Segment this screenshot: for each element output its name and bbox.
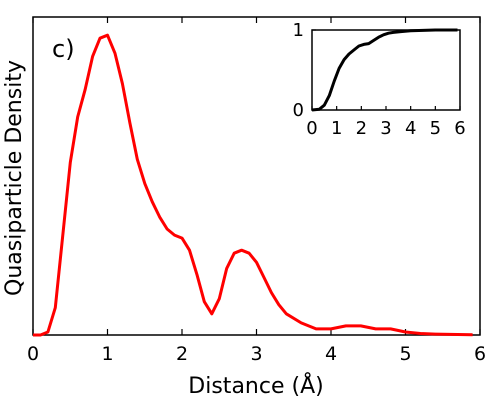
inset-y-tick-label: 1 <box>293 20 304 41</box>
main-x-tick-label: 5 <box>399 343 411 365</box>
quasiparticle-density-line <box>33 33 473 337</box>
y-axis-label: Quasiparticle Density <box>2 60 27 296</box>
main-x-tick-label: 3 <box>250 343 262 365</box>
inset-x-tick-label: 3 <box>380 118 391 139</box>
inset-cumulative-line <box>311 28 458 112</box>
x-axis-label: Distance (Å) <box>188 372 323 399</box>
inset-tick-labels: 0 1 2 3 4 5 601 <box>293 20 466 139</box>
inset-x-tick-label: 4 <box>405 118 416 139</box>
inset-x-tick-label: 1 <box>331 118 342 139</box>
main-x-tick-label: 1 <box>101 343 113 365</box>
main-x-tick-label: 2 <box>176 343 188 365</box>
main-x-tick-label: 0 <box>27 343 39 365</box>
inset-x-tick-label: 0 <box>306 118 317 139</box>
inset-x-tick-label: 5 <box>430 118 441 139</box>
inset-x-tick-label: 6 <box>454 118 465 139</box>
main-x-tick-label: 4 <box>325 343 337 365</box>
panel-label: c) <box>52 35 75 63</box>
inset-x-tick-label: 2 <box>356 118 367 139</box>
inset-plot-frame <box>311 29 461 111</box>
inset-y-tick-label: 0 <box>293 100 304 121</box>
main-x-tick-labels: 0 1 2 3 4 5 6 <box>27 343 486 365</box>
main-x-tick-label: 6 <box>474 343 486 365</box>
